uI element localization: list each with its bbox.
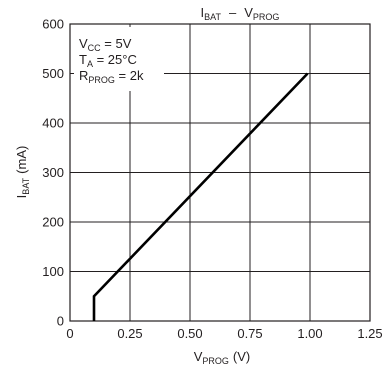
annotation-rprog: RPROG = 2k (79, 68, 144, 85)
chart-title: IBAT – VPROG (201, 5, 280, 22)
axes (69, 23, 371, 322)
grid (70, 24, 370, 321)
series-line (92, 72, 309, 321)
annotation-box-bg (74, 27, 164, 91)
y-tick-label: 500 (42, 66, 64, 81)
x-tick-label: 0.50 (177, 326, 202, 341)
tick-labels: 0 0.25 0.50 0.75 1.00 1.25 0 100 200 300 400 500 600 (42, 17, 382, 342)
x-tick-label: 0.75 (237, 326, 262, 341)
x-tick-label: 0 (66, 326, 73, 341)
x-tick-label: 0.25 (117, 326, 142, 341)
y-tick-label: 300 (42, 165, 64, 180)
annotation-vcc: VCC = 5V (79, 36, 132, 53)
x-axis-label: VPROG (V) (194, 349, 251, 366)
annotation-ta: TA = 25°C (79, 52, 137, 69)
x-tick-label: 1.00 (297, 326, 322, 341)
plot-area (92, 72, 309, 321)
plot-frame (69, 23, 371, 322)
y-tick-label: 200 (42, 215, 64, 230)
y-tick-label: 0 (57, 314, 64, 329)
y-axis-label: IBAT(mA) (14, 146, 31, 199)
y-tick-label: 100 (42, 264, 64, 279)
y-tick-label: 400 (42, 116, 64, 131)
x-tick-label: 1.25 (357, 326, 382, 341)
y-tick-label: 600 (42, 17, 64, 32)
